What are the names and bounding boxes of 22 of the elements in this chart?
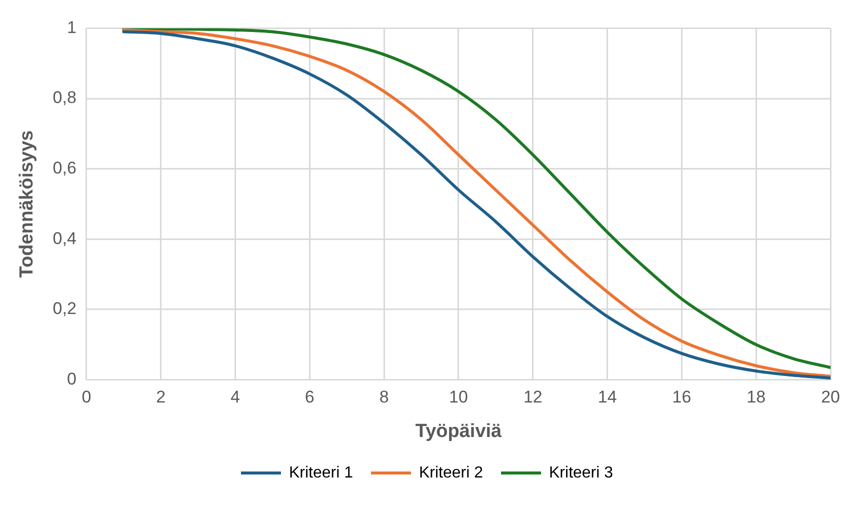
x-tick-label: 20 (821, 388, 840, 407)
x-tick-label: 12 (523, 388, 542, 407)
legend-label: Kriteeri 3 (549, 464, 614, 482)
y-tick-label: 0,6 (52, 158, 76, 178)
legend-label: Kriteeri 2 (418, 464, 484, 482)
x-tick-label: 16 (672, 388, 692, 407)
y-tick-label: 0 (66, 369, 76, 388)
y-tick-label: 1 (66, 18, 76, 37)
y-tick-label: 0,4 (52, 228, 76, 248)
x-tick-label: 6 (304, 388, 314, 407)
legend-label: Kriteeri 1 (288, 464, 354, 482)
x-tick-label: 0 (82, 388, 92, 407)
x-tick-label: 4 (230, 388, 240, 407)
x-tick-label: 14 (598, 388, 617, 407)
y-tick-label: 0,2 (52, 299, 76, 318)
x-tick-label: 2 (156, 388, 166, 407)
y-axis-title: Todennäköisyys (16, 130, 38, 278)
x-tick-label: 18 (746, 388, 766, 407)
x-axis-title: Työpäiviä (415, 420, 502, 442)
x-tick-label: 10 (449, 388, 468, 407)
x-tick-label: 8 (379, 388, 389, 407)
y-tick-label: 0,8 (52, 88, 76, 108)
